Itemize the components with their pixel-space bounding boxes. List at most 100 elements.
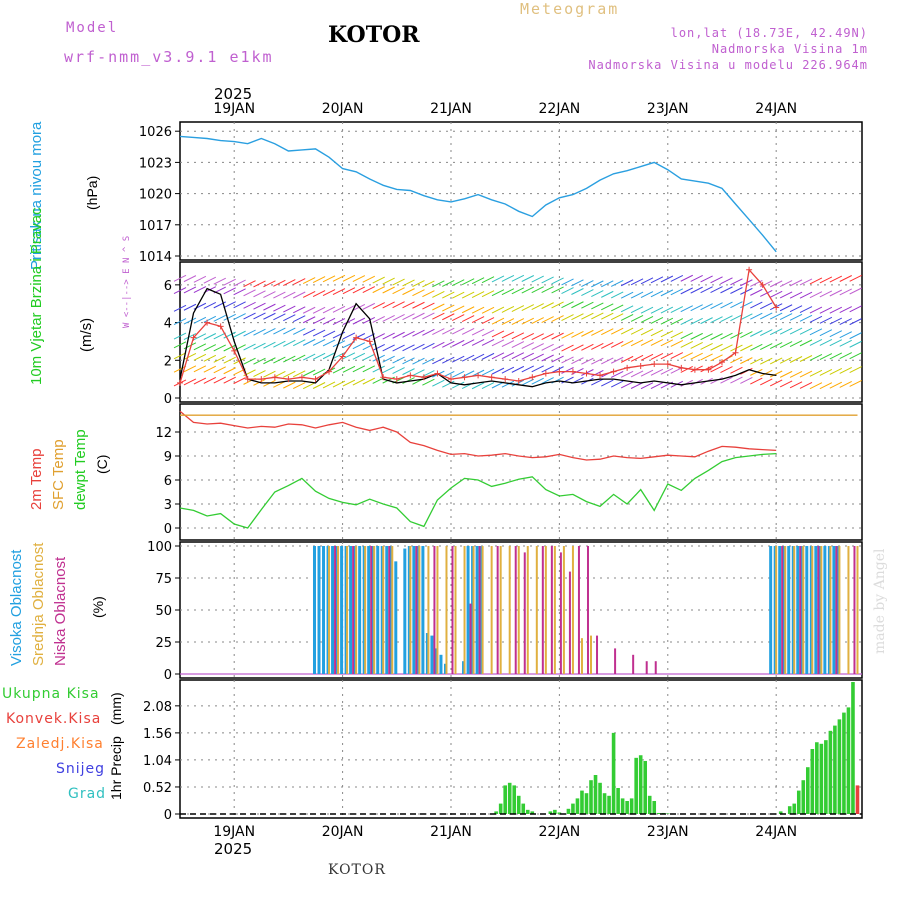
wind-barb: [561, 278, 574, 286]
wind-barb: [581, 343, 594, 351]
y-tick-label: 0.52: [143, 781, 172, 796]
wind-barb: [799, 339, 813, 347]
low-cloud-bar: [596, 635, 599, 674]
wind-barb: [471, 353, 485, 361]
wind-barb: [789, 291, 803, 299]
wind-barb: [769, 290, 783, 298]
wind-barb: [293, 278, 306, 286]
wind-barb: [730, 356, 743, 364]
wind-barb: [819, 382, 833, 390]
wind-barb: [342, 318, 356, 325]
total-rain-bar: [824, 740, 828, 814]
wind-barb: [451, 327, 465, 335]
mid-cloud-bar: [355, 546, 358, 674]
y-tick-label: 1023: [139, 156, 172, 171]
total-rain-bar: [665, 813, 670, 814]
wind-barb: [362, 343, 376, 351]
panel-frame: [179, 121, 863, 261]
wind-barb: [660, 330, 674, 338]
wind-barb: [809, 382, 823, 390]
total-rain-bar: [548, 811, 553, 814]
y-tick-label: 3: [164, 498, 172, 513]
wind-barb: [322, 381, 336, 389]
wind-barb: [402, 330, 415, 338]
wind-barb: [511, 305, 525, 312]
wind-barb: [769, 370, 783, 378]
wind-barb: [630, 382, 644, 389]
wind-barb: [253, 290, 266, 298]
y-tick-label: 1014: [139, 250, 172, 265]
wind-barb: [352, 378, 366, 386]
wind-gust-marker: [678, 364, 685, 371]
wind-barb: [422, 280, 435, 288]
wind-barb: [779, 304, 793, 312]
wind-barb: [392, 278, 405, 286]
wind-barb: [740, 287, 753, 295]
y-tick-label: 0: [164, 668, 172, 683]
total-rain-bar: [580, 790, 584, 814]
mid-cloud-bar: [856, 546, 859, 674]
wind-barb: [382, 277, 395, 285]
wind-barb: [491, 275, 505, 283]
wind-barb: [541, 377, 554, 384]
wind-barb: [402, 344, 415, 352]
wind-barb: [501, 318, 515, 326]
wind-barb: [710, 286, 723, 294]
total-rain-bar: [778, 811, 783, 814]
wind-barb: [720, 301, 733, 309]
wind-barb: [461, 291, 475, 299]
wind-barb: [829, 367, 843, 375]
wind-barb: [541, 316, 554, 324]
wind-barb: [233, 301, 246, 309]
wind-gust-marker: [312, 376, 319, 383]
wind-barb: [740, 376, 753, 384]
wind-gust-marker: [624, 364, 631, 371]
wind-barb: [789, 356, 803, 363]
wind-barb: [839, 318, 852, 325]
wind-barb: [432, 291, 445, 298]
wind-barb: [680, 318, 693, 326]
wind-barb: [670, 340, 684, 347]
wind-barb: [471, 306, 485, 314]
wind-gust-marker: [705, 366, 712, 373]
wind-barb: [302, 369, 316, 377]
low-cloud-bar: [654, 661, 657, 674]
wind-gust-marker: [651, 361, 658, 368]
wind-gust-marker: [475, 372, 482, 379]
wind-barb: [273, 279, 286, 287]
wind-barb: [481, 352, 495, 360]
mid-cloud-bar: [436, 546, 439, 674]
total-rain-bar: [584, 793, 589, 814]
wind-barb: [302, 277, 316, 284]
wind-barb: [332, 331, 346, 339]
wind-gust-marker: [366, 338, 373, 345]
total-rain-bar: [819, 743, 824, 814]
mid-cloud-bar: [508, 546, 511, 674]
wind-barb: [591, 357, 604, 365]
wind-barb: [392, 344, 405, 352]
wind-barb: [501, 274, 515, 282]
wind-barb: [461, 327, 475, 335]
wind-barb: [829, 330, 843, 338]
mid-cloud-bar: [454, 546, 457, 674]
bottom-day-label: 21JAN: [430, 824, 472, 840]
bottom-day-label: 23JAN: [647, 824, 689, 840]
wind-barb: [263, 280, 276, 288]
wind-barb: [203, 315, 217, 323]
wind-barb: [352, 275, 366, 283]
wind-barb: [193, 333, 207, 341]
low-cloud-bar: [559, 552, 562, 674]
wind-barb: [233, 313, 246, 321]
wind-barb: [779, 380, 793, 388]
wind-barb: [422, 342, 435, 350]
wind-barb: [720, 277, 733, 285]
wind-barb: [740, 331, 753, 338]
wind-barb: [730, 332, 743, 339]
footer-city: KOTOR: [328, 862, 386, 878]
high-cloud-bar: [805, 546, 809, 674]
mid-cloud-bar: [337, 546, 340, 674]
wind-barb: [471, 338, 485, 346]
wind-barb: [769, 328, 783, 336]
wind-barb: [511, 287, 525, 295]
wind-barb: [571, 344, 584, 352]
